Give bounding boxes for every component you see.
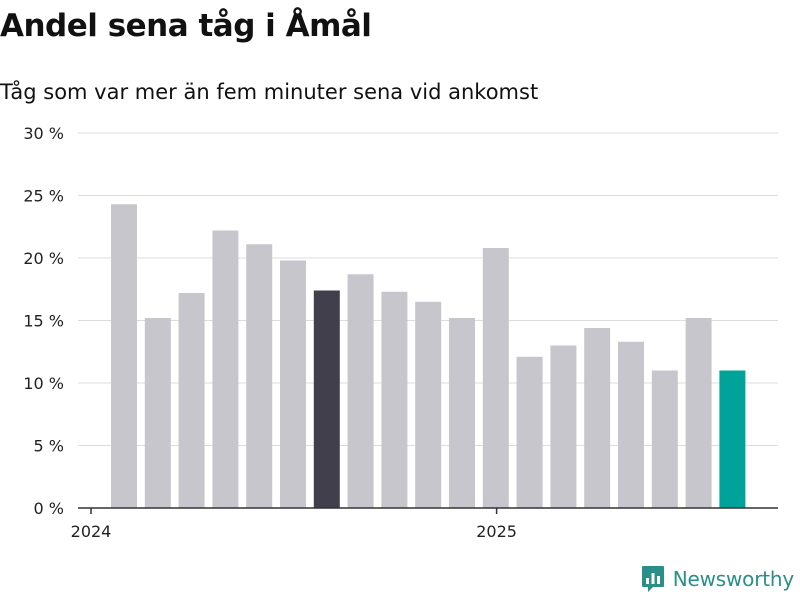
bar-2024-09 [381,291,408,508]
bar-2025-03 [584,328,611,508]
bar-chart: 0 % 5 % 10 % 15 % 20 % 25 % 30 % 2024 2025 [23,124,778,541]
bar-2024-07 [313,290,340,508]
y-tick-label: 0 % [34,499,64,518]
chart-subtitle: Tåg som var mer än fem minuter sena vid … [0,80,539,104]
y-tick-label: 20 % [23,249,64,268]
bar-2024-11 [449,318,475,508]
bar-2025-06 [685,318,712,508]
newsworthy-logo-icon [641,566,664,592]
bars [111,204,746,508]
bar-2025-02 [550,345,577,508]
bar-2024-02 [144,318,171,508]
bar-2024-10 [415,301,442,508]
bar-2024-04 [212,230,239,508]
bar-2024-08 [347,274,374,508]
bar-2025-07 [719,370,746,508]
chart-title: Andel sena tåg i Åmål [0,8,372,44]
bar-2024-01 [111,204,137,508]
bar-2024-06 [280,260,306,508]
bar-2024-03 [178,293,205,508]
y-tick-label: 10 % [23,374,64,393]
bar-2025-05 [651,370,678,508]
y-tick-label: 30 % [23,124,64,143]
y-tick-label: 5 % [34,437,64,456]
brand-logo: Newsworthy [641,564,794,594]
bar-2025-04 [618,341,644,508]
x-tick-label: 2024 [71,522,112,541]
bar-2024-12 [482,248,509,508]
y-tick-label: 25 % [23,187,64,206]
brand-name: Newsworthy [672,567,794,591]
bar-2025-01 [516,356,543,508]
x-axis-ticks: 2024 2025 [71,508,517,541]
x-tick-label: 2025 [476,522,517,541]
y-axis-ticks: 0 % 5 % 10 % 15 % 20 % 25 % 30 % [23,124,64,518]
bar-2024-05 [246,244,273,508]
y-tick-label: 15 % [23,312,64,331]
